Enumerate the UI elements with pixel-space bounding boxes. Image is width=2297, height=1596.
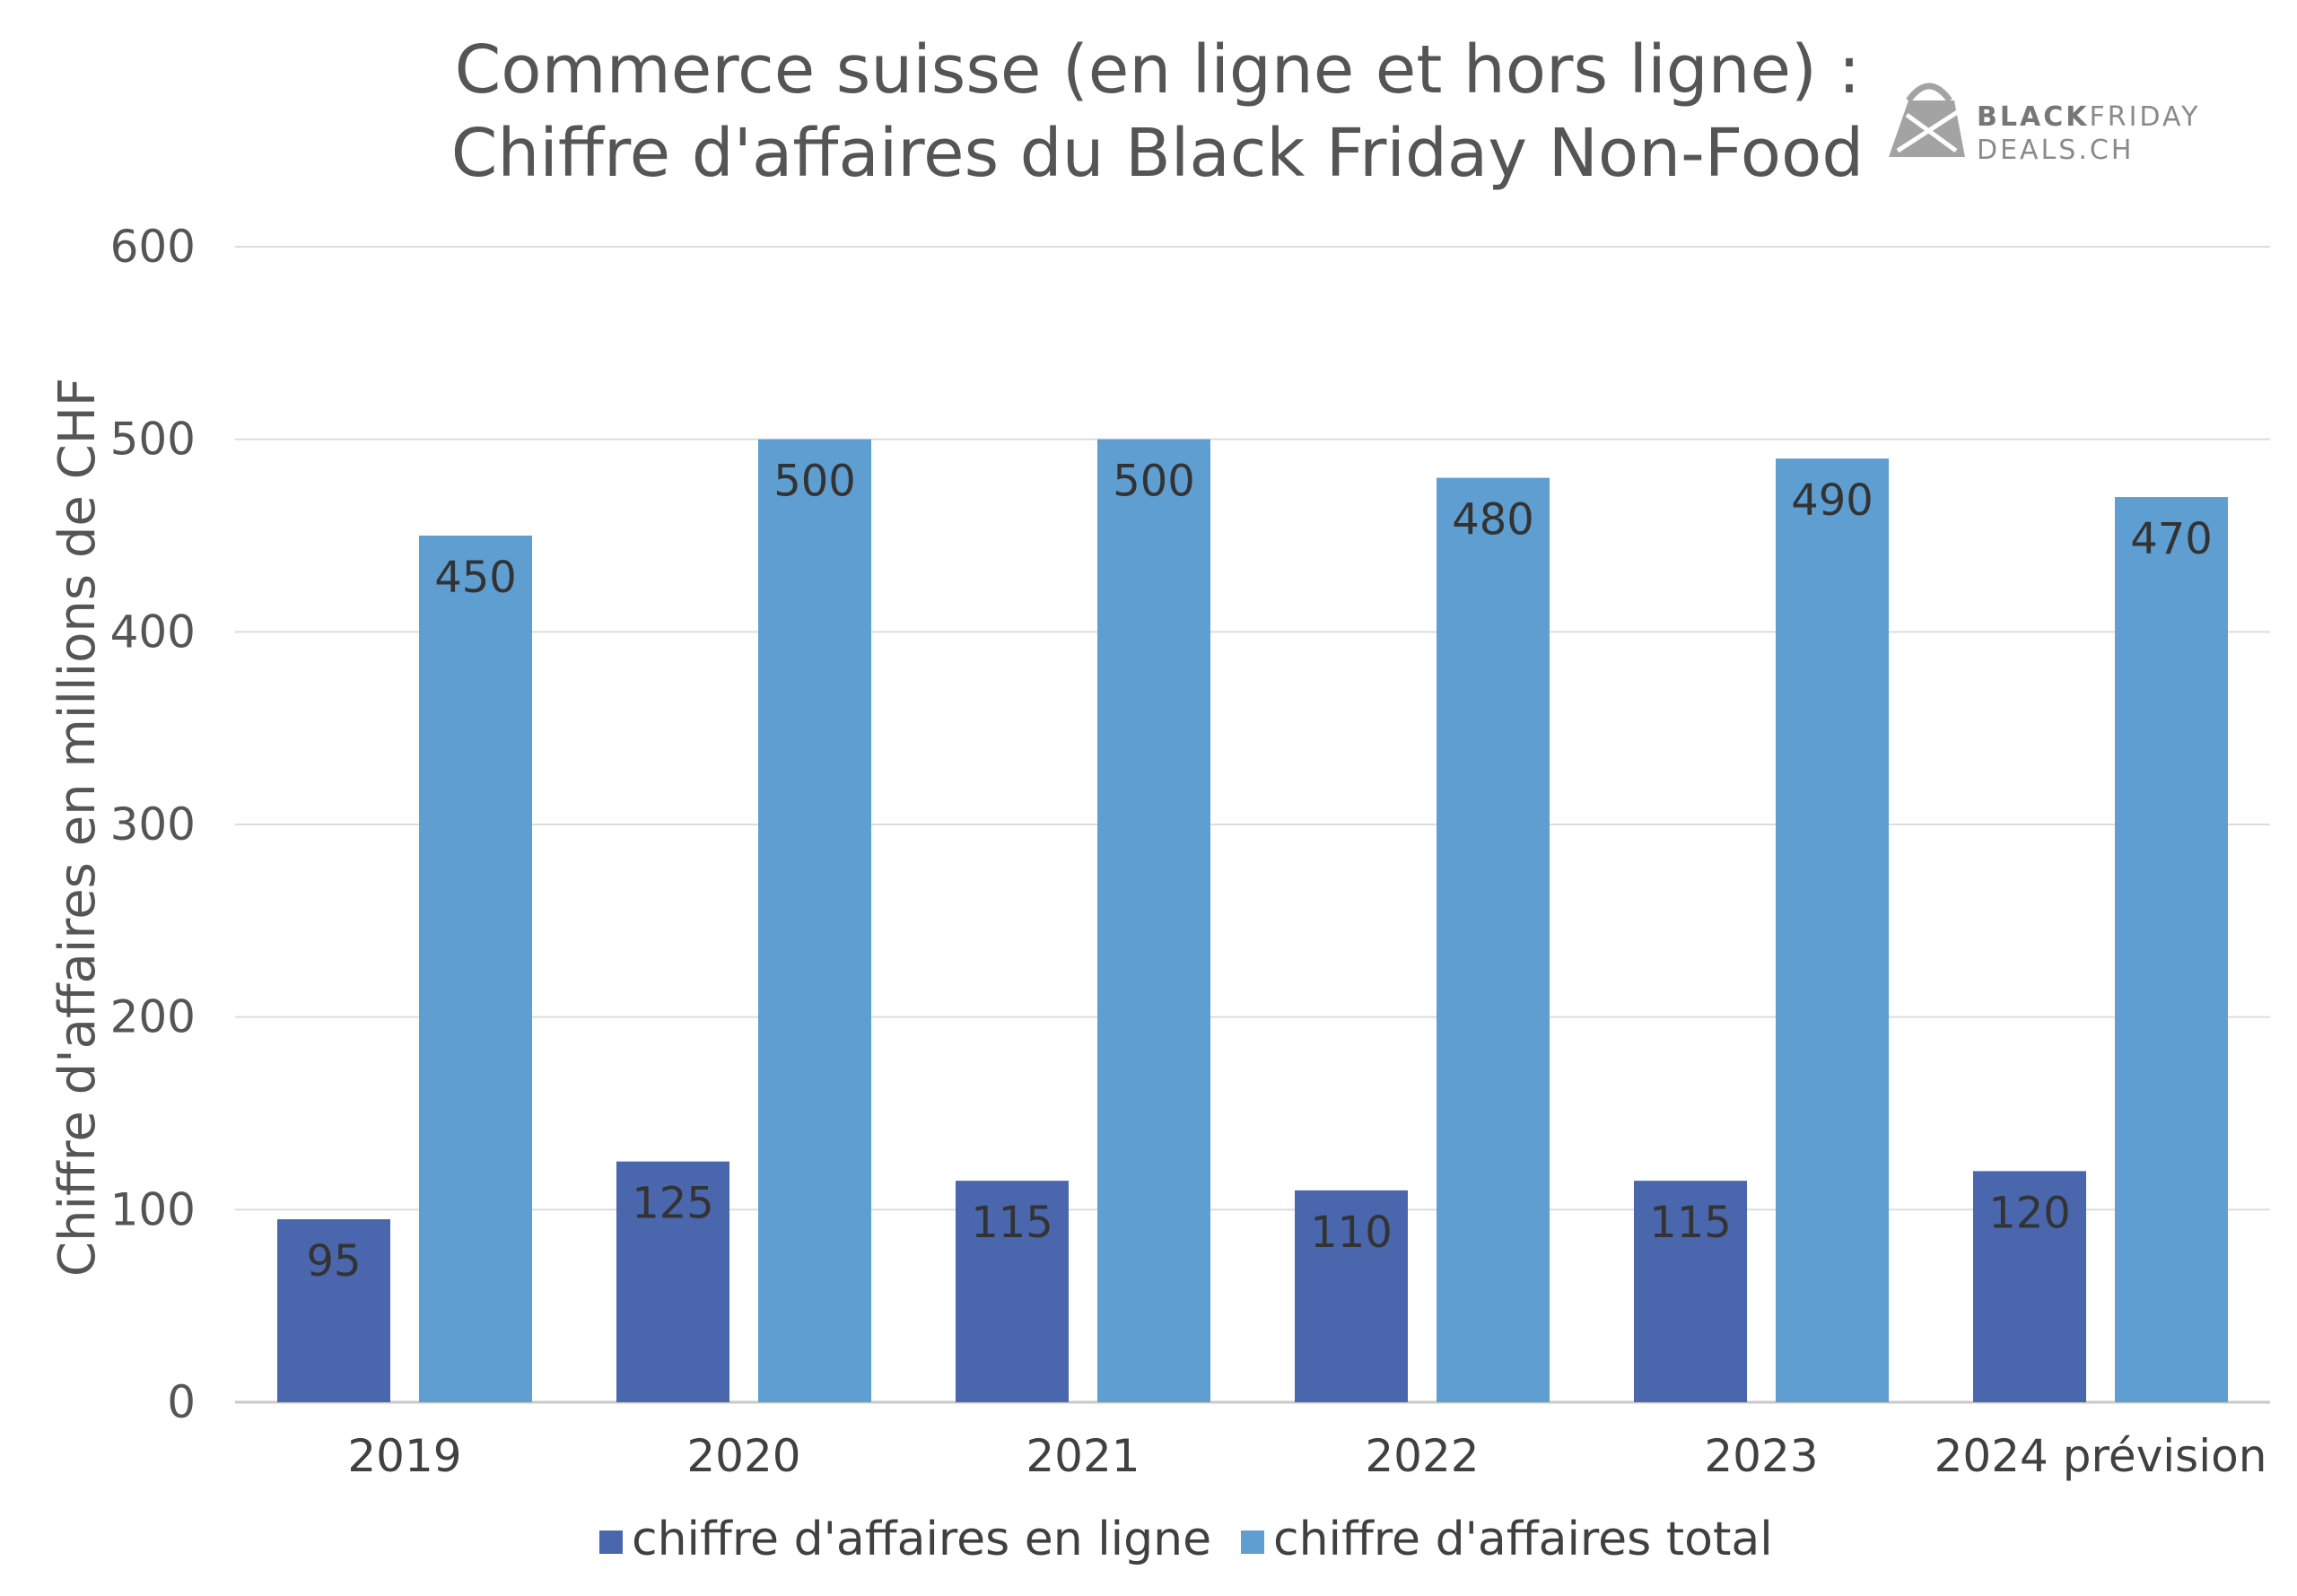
logo-bold-text: BLACK [1977, 101, 2089, 133]
y-tick-label: 300 [110, 798, 196, 850]
x-tick-label: 2023 [1704, 1430, 1818, 1482]
data-label: 450 [434, 553, 517, 603]
x-tick-label: 2019 [347, 1430, 461, 1482]
data-label: 470 [2130, 514, 2213, 564]
bar [1973, 1171, 2086, 1402]
y-tick-label: 400 [110, 606, 196, 658]
bar [1776, 458, 1889, 1403]
brand-logo: BLACKFRIDAY DEALS.CH [1889, 83, 2201, 166]
legend-label: chiffre d'affaires total [1273, 1513, 1773, 1566]
bar [1634, 1181, 1747, 1402]
bar [1437, 477, 1550, 1402]
y-axis-ticks: 0 100 200 300 400 500 600 [110, 221, 196, 1428]
legend-swatch [1241, 1531, 1264, 1554]
data-labels: 95 450 125 500 115 500 110 480 115 490 120 470 [306, 457, 2212, 1286]
bar [419, 536, 532, 1402]
chart-title-line-2: Chiffre d'affaires du Black Friday Non-F… [451, 115, 1865, 192]
data-label: 490 [1791, 475, 1873, 526]
x-tick-label: 2022 [1365, 1430, 1479, 1482]
y-tick-label: 100 [110, 1183, 196, 1235]
chart-title-line-1: Commerce suisse (en ligne et hors ligne)… [455, 31, 1861, 109]
data-label: 110 [1310, 1208, 1393, 1258]
shopping-bag-icon [1889, 83, 1965, 157]
legend-label: chiffre d'affaires en ligne [632, 1513, 1211, 1566]
bar [616, 1161, 729, 1402]
bar [1295, 1190, 1408, 1402]
x-tick-label: 2020 [686, 1430, 800, 1482]
y-tick-label: 600 [110, 221, 196, 273]
x-tick-label: 2024 prévision [1935, 1430, 2267, 1482]
y-axis-label: Chiffre d'affaires en millions de CHF [48, 378, 107, 1277]
logo-line-1: BLACKFRIDAY [1977, 101, 2201, 133]
gridlines [235, 246, 2270, 1404]
bar [758, 439, 871, 1403]
y-tick-label: 500 [110, 414, 196, 466]
bar [2115, 497, 2228, 1402]
data-label: 115 [1649, 1198, 1732, 1248]
bars [277, 439, 2228, 1403]
y-tick-label: 200 [110, 991, 196, 1043]
bar [277, 1219, 390, 1402]
legend: chiffre d'affaires en ligne chiffre d'aff… [599, 1513, 1773, 1566]
data-label: 125 [632, 1179, 714, 1229]
data-label: 480 [1452, 495, 1534, 545]
bar [1097, 439, 1210, 1403]
data-label: 95 [306, 1236, 361, 1286]
data-label: 115 [971, 1198, 1053, 1248]
y-tick-label: 0 [167, 1376, 196, 1428]
legend-swatch [599, 1531, 623, 1554]
logo-rest-text: FRIDAY [2089, 101, 2200, 133]
data-label: 500 [1113, 457, 1195, 507]
x-axis-ticks: 2019 2020 2021 2022 2023 2024 prévision [347, 1430, 2266, 1482]
x-tick-label: 2021 [1026, 1430, 1140, 1482]
bar [956, 1181, 1069, 1402]
logo-line-2: DEALS.CH [1977, 135, 2134, 166]
data-label: 120 [1988, 1188, 2071, 1238]
data-label: 500 [773, 457, 856, 507]
